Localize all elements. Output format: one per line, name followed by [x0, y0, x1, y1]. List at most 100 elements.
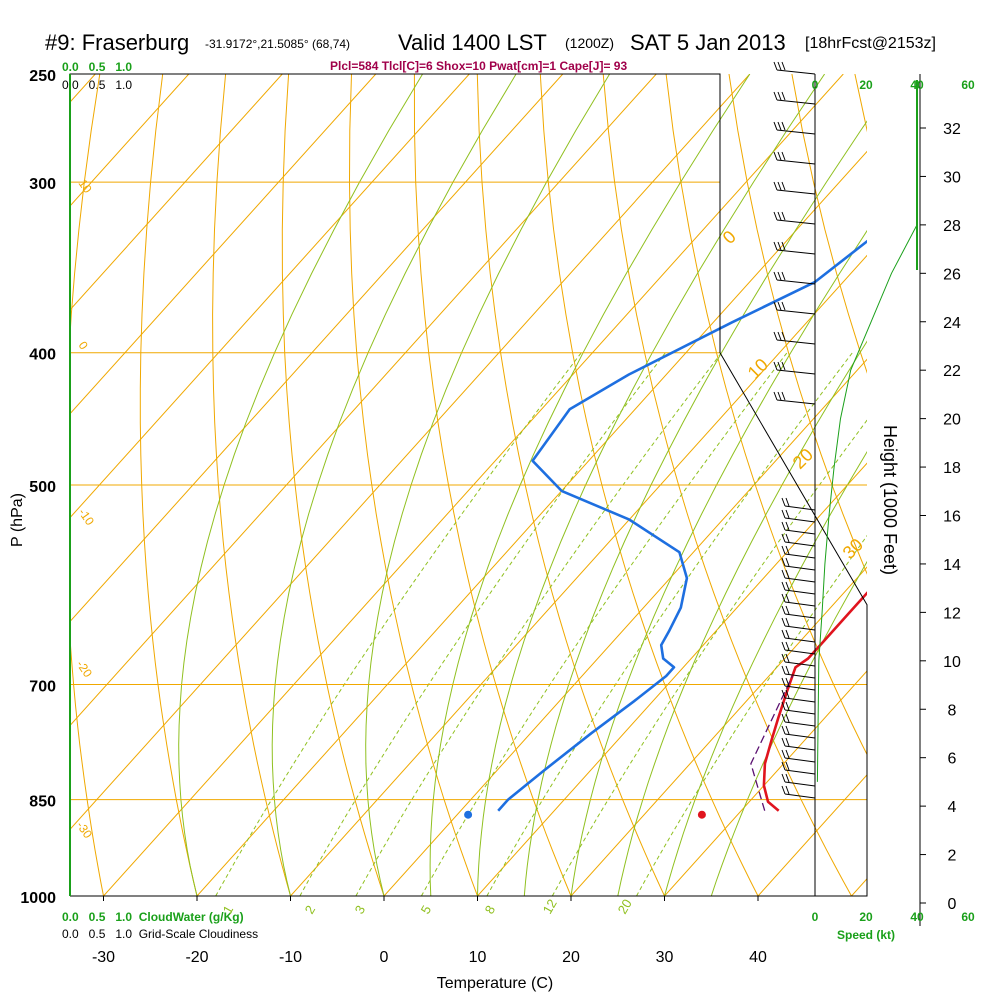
wind-barb-flag — [781, 557, 786, 567]
isotherm-line — [851, 878, 867, 896]
mixing-ratio-line — [486, 352, 853, 896]
isotherm-label: -20 — [74, 658, 96, 681]
wind-barb-flag — [781, 785, 786, 795]
moist-adiabat — [710, 560, 867, 896]
wind-barb-flag — [785, 629, 790, 639]
mixing-ratio-label: 8 — [482, 903, 499, 917]
dry-adiabat — [70, 74, 104, 896]
wind-barb-flag — [785, 761, 790, 771]
height-tick-label: 20 — [943, 412, 961, 429]
wind-barb-flag — [781, 509, 786, 519]
moist-adiabat — [477, 74, 826, 896]
wind-barb-flag — [773, 151, 778, 161]
wind-barb-staff — [776, 99, 816, 105]
height-tick-label: 10 — [943, 654, 961, 671]
moist-adiabat — [570, 229, 867, 896]
wind-barb-flag — [781, 497, 786, 507]
height-tick-label: 22 — [943, 363, 961, 380]
temperature-tick-label: 0 — [380, 949, 389, 966]
mixing-ratio-label: 5 — [418, 903, 435, 917]
speed-tick-label-bottom: 20 — [859, 910, 873, 924]
wind-barb-staff — [776, 369, 816, 375]
height-tick-label: 12 — [943, 605, 961, 622]
dry-adiabat — [602, 74, 852, 896]
wind-barb-staff — [784, 565, 816, 571]
wind-barb-flag — [781, 629, 786, 639]
height-tick-label: 6 — [948, 751, 957, 768]
wind-barb-flag — [781, 331, 786, 341]
wind-barb-flag — [781, 521, 786, 531]
wind-barb-staff — [784, 625, 816, 631]
wind-barb-flag — [785, 689, 790, 699]
wind-barb-staff — [784, 529, 816, 535]
wind-barb — [781, 521, 816, 535]
wind-barb-flag — [781, 593, 786, 603]
wind-barb-flag — [781, 773, 786, 783]
wind-barb-flag — [777, 211, 782, 221]
temperature-tick-label: -30 — [92, 949, 115, 966]
wind-barb-flag — [785, 497, 790, 507]
wind-barb-flag — [781, 211, 786, 221]
dry-adiabat — [728, 74, 867, 575]
wind-barb — [773, 121, 816, 135]
wind-barb-flag — [781, 545, 786, 555]
dry-adiabat — [918, 74, 1000, 896]
moist-adiabat — [178, 74, 424, 896]
wind-barb-flag — [781, 391, 786, 401]
dry-adiabat — [139, 74, 198, 896]
wind-barb-flag — [781, 569, 786, 579]
isotherm-label: 30 — [839, 535, 867, 563]
speed-tick-label-top: 60 — [961, 78, 975, 92]
wind-barbs — [773, 61, 816, 799]
wind-barb-flag — [781, 533, 786, 543]
wind-barb-flag — [785, 617, 790, 627]
wind-barb — [773, 391, 816, 405]
isotherm-line — [70, 74, 283, 311]
wind-barb — [781, 533, 816, 547]
wind-barb-staff — [776, 69, 816, 75]
forecast-info: [18hrFcst@2153z] — [805, 35, 936, 52]
wind-barb-staff — [784, 733, 816, 739]
wind-barb-flag — [785, 737, 790, 747]
wind-barb-staff — [776, 309, 816, 315]
wind-barb-flag — [781, 665, 786, 675]
mixing-ratio-label: 20 — [615, 896, 635, 916]
height-tick-label: 18 — [943, 460, 961, 477]
isotherm-label: 0 — [719, 227, 740, 248]
wind-barb-staff — [784, 541, 816, 547]
wind-barb-flag — [777, 181, 782, 191]
isotherm-label: 0 — [76, 339, 91, 353]
wind-barb-flag — [781, 737, 786, 747]
valid-date: SAT 5 Jan 2013 — [630, 30, 786, 55]
pressure-tick-label: 400 — [29, 347, 56, 364]
mixing-ratio-label: 2 — [302, 903, 319, 917]
wind-barb-flag — [781, 361, 786, 371]
wind-barb — [781, 749, 816, 763]
wind-barb-flag — [785, 749, 790, 759]
wind-barb-staff — [784, 697, 816, 703]
mixing-ratio-line — [299, 352, 666, 896]
wind-barb-flag — [773, 331, 778, 341]
wind-barb-staff — [784, 649, 816, 655]
pressure-tick-label: 250 — [29, 68, 56, 85]
mixing-ratio-line — [636, 534, 867, 896]
moist-adiabat — [271, 74, 517, 896]
wind-barb-staff — [776, 219, 816, 225]
temperature-tick-label: 30 — [656, 949, 674, 966]
wind-barb-flag — [781, 61, 786, 71]
series-parcel — [750, 675, 793, 811]
isotherm-label: 10 — [76, 177, 95, 196]
wind-barb-flag — [777, 241, 782, 251]
wind-barb-flag — [785, 521, 790, 531]
wind-barb-staff — [784, 781, 816, 787]
wind-barb-flag — [773, 271, 778, 281]
dry-adiabat — [981, 74, 1000, 896]
wind-barb-flag — [781, 677, 786, 687]
dry-adiabat — [476, 74, 665, 896]
wind-barb — [781, 665, 816, 679]
wind-barb-flag — [785, 701, 790, 711]
wind-barb-flag — [777, 151, 782, 161]
dry-adiabat — [281, 74, 385, 896]
pressure-tick-label: 850 — [29, 794, 56, 811]
